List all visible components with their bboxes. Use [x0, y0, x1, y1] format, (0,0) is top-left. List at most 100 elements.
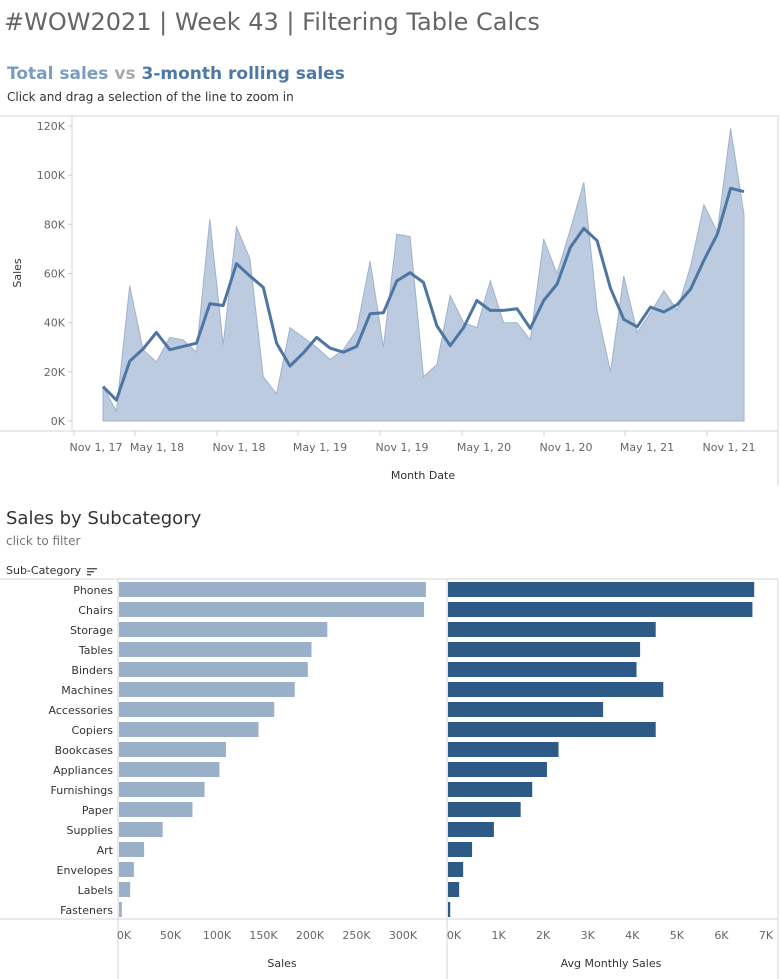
subcategory-label[interactable]: Supplies: [66, 824, 113, 837]
sales-bar[interactable]: [119, 682, 295, 697]
x-tick-label: May 1, 21: [620, 441, 674, 454]
sales-tick-label: 50K: [160, 929, 182, 942]
sales-bar[interactable]: [119, 662, 308, 677]
subcategory-label[interactable]: Storage: [70, 624, 113, 637]
avg-monthly-sales-bar[interactable]: [448, 862, 464, 877]
avg-tick-label: 2K: [536, 929, 551, 942]
sales-tick-label: 100K: [203, 929, 232, 942]
rolling-sales-title: 3-month rolling sales: [141, 64, 345, 84]
subcategory-header-label: Sub-Category: [6, 564, 82, 577]
avg-monthly-sales-bar[interactable]: [448, 702, 604, 717]
sales-bar[interactable]: [119, 582, 426, 597]
dashboard-title: #WOW2021 | Week 43 | Filtering Table Cal…: [4, 8, 540, 36]
x-tick-label: May 1, 18: [130, 441, 184, 454]
y-tick-label: 100K: [37, 169, 66, 182]
line-chart-subtitle: Click and drag a selection of the line t…: [7, 90, 294, 104]
avg-tick-label: 6K: [714, 929, 729, 942]
vs-title: vs: [108, 64, 142, 84]
subcategory-label[interactable]: Appliances: [53, 764, 113, 777]
sales-bar[interactable]: [119, 862, 134, 877]
sales-tick-label: 150K: [249, 929, 278, 942]
avg-monthly-sales-bar[interactable]: [448, 682, 664, 697]
subcategory-label[interactable]: Fasteners: [60, 904, 113, 917]
subcategory-label[interactable]: Furnishings: [51, 784, 114, 797]
sales-bar[interactable]: [119, 822, 163, 837]
y-tick-label: 80K: [44, 218, 66, 231]
sales-bar[interactable]: [119, 722, 259, 737]
sales-bar[interactable]: [119, 842, 145, 857]
line-chart-title: Total sales vs 3-month rolling sales: [7, 64, 345, 84]
sales-bar[interactable]: [119, 602, 425, 617]
sales-tick-label: 0K: [117, 929, 132, 942]
subcategory-label[interactable]: Phones: [73, 584, 113, 597]
avg-tick-label: 0K: [447, 929, 462, 942]
x-tick-label: Nov 1, 19: [376, 441, 429, 454]
sales-bar[interactable]: [119, 622, 328, 637]
sales-tick-label: 250K: [342, 929, 371, 942]
sales-bar[interactable]: [119, 902, 122, 917]
x-tick-label: Nov 1, 17: [70, 441, 123, 454]
y-axis-label: Sales: [11, 258, 24, 288]
avg-monthly-sales-bar[interactable]: [448, 762, 547, 777]
subcategory-label[interactable]: Labels: [78, 884, 114, 897]
subcategory-label[interactable]: Binders: [71, 664, 113, 677]
avg-monthly-sales-bar[interactable]: [448, 582, 755, 597]
avg-tick-label: 7K: [759, 929, 774, 942]
x-axis-label: Month Date: [391, 469, 455, 482]
avg-monthly-sales-bar[interactable]: [448, 622, 656, 637]
total-sales-title: Total sales: [7, 64, 109, 84]
avg-tick-label: 3K: [581, 929, 596, 942]
subcategory-label[interactable]: Envelopes: [57, 864, 114, 877]
subcategory-label[interactable]: Machines: [61, 684, 113, 697]
sales-bar[interactable]: [119, 782, 205, 797]
avg-monthly-sales-bar[interactable]: [448, 742, 559, 757]
subcategory-label[interactable]: Paper: [82, 804, 114, 817]
x-tick-label: Nov 1, 18: [213, 441, 266, 454]
x-tick-label: May 1, 19: [293, 441, 347, 454]
subcategory-label[interactable]: Copiers: [72, 724, 114, 737]
sales-tick-label: 200K: [296, 929, 325, 942]
avg-tick-label: 4K: [625, 929, 640, 942]
avg-monthly-sales-bar[interactable]: [448, 722, 656, 737]
sales-bar[interactable]: [119, 882, 131, 897]
x-tick-label: Nov 1, 21: [703, 441, 756, 454]
sales-bar[interactable]: [119, 762, 220, 777]
x-tick-label: May 1, 20: [457, 441, 511, 454]
sales-bar[interactable]: [119, 802, 193, 817]
sales-bar[interactable]: [119, 742, 226, 757]
subcategory-label[interactable]: Chairs: [78, 604, 113, 617]
subcategory-label[interactable]: Art: [97, 844, 114, 857]
y-tick-label: 0K: [51, 415, 66, 428]
subcategory-label[interactable]: Accessories: [49, 704, 114, 717]
bar-chart-title: Sales by Subcategory: [6, 508, 202, 529]
y-tick-label: 120K: [37, 120, 66, 133]
avg-monthly-sales-bar[interactable]: [448, 902, 451, 917]
sales-bar[interactable]: [119, 702, 275, 717]
avg-axis-label: Avg Monthly Sales: [561, 957, 662, 970]
avg-tick-label: 5K: [670, 929, 685, 942]
subcategory-label[interactable]: Tables: [78, 644, 113, 657]
sales-tick-label: 300K: [389, 929, 418, 942]
sales-bar[interactable]: [119, 642, 312, 657]
avg-monthly-sales-bar[interactable]: [448, 822, 494, 837]
avg-monthly-sales-bar[interactable]: [448, 842, 473, 857]
y-tick-label: 20K: [44, 366, 66, 379]
rolling-sales-line: [101, 186, 745, 402]
avg-tick-label: 1K: [491, 929, 506, 942]
avg-monthly-sales-bar[interactable]: [448, 662, 637, 677]
bar-chart-subtitle: click to filter: [6, 534, 81, 548]
avg-monthly-sales-bar[interactable]: [448, 882, 460, 897]
sort-descending-icon[interactable]: [86, 567, 97, 576]
subcategory-header[interactable]: Sub-Category: [6, 564, 97, 577]
sales-axis-label: Sales: [267, 957, 297, 970]
avg-monthly-sales-bar[interactable]: [448, 642, 641, 657]
y-tick-label: 60K: [44, 268, 66, 281]
total-sales-area: [102, 128, 745, 422]
x-tick-label: Nov 1, 20: [540, 441, 593, 454]
avg-monthly-sales-bar[interactable]: [448, 782, 533, 797]
avg-monthly-sales-bar[interactable]: [448, 602, 753, 617]
y-tick-label: 40K: [44, 317, 66, 330]
avg-monthly-sales-bar[interactable]: [448, 802, 521, 817]
subcategory-label[interactable]: Bookcases: [55, 744, 114, 757]
